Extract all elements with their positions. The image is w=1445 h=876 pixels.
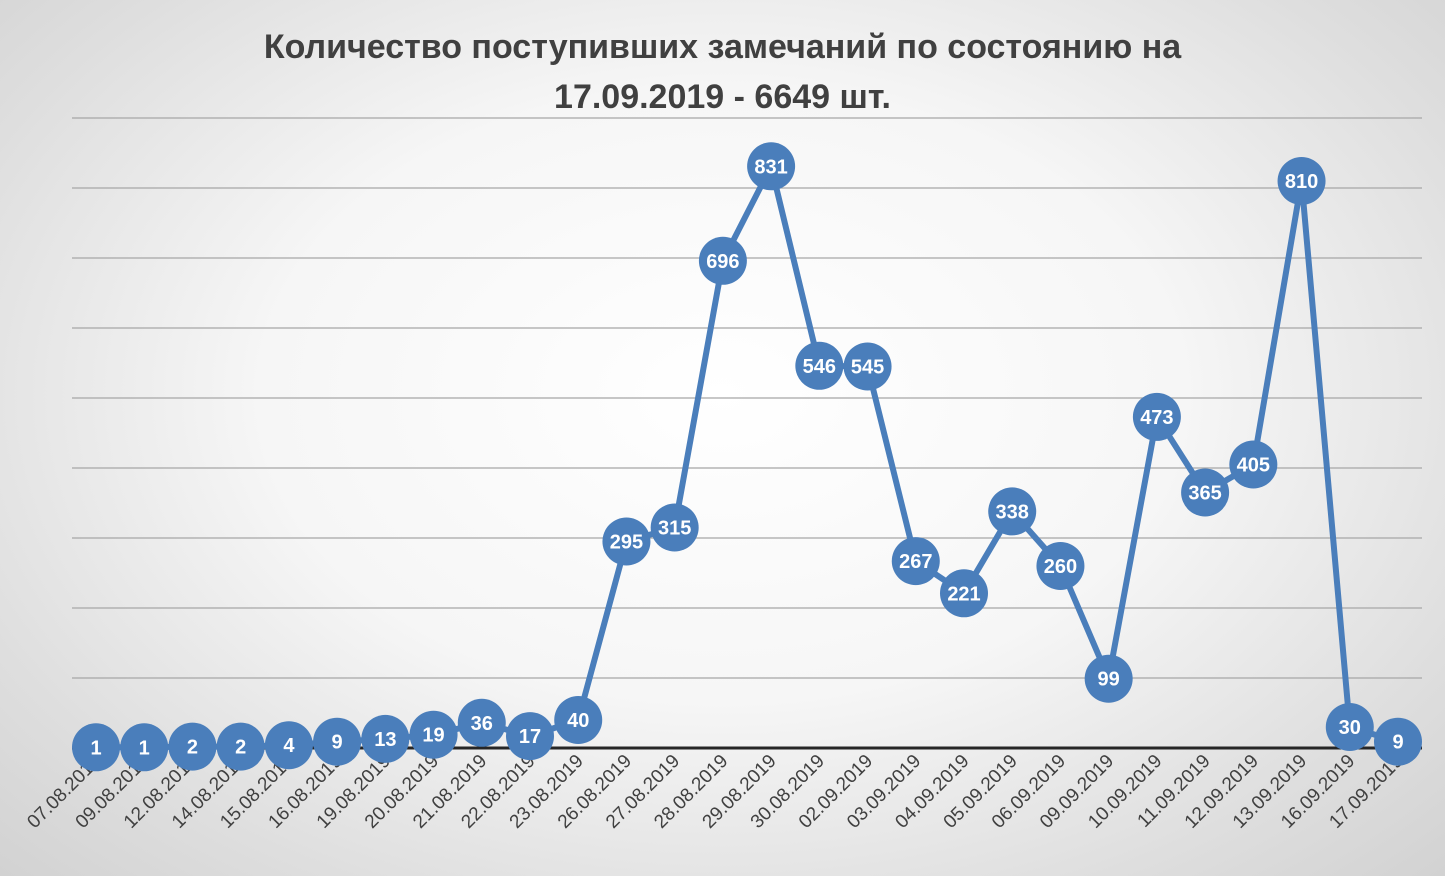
data-label: 295 <box>610 532 643 554</box>
series-line <box>93 163 1401 751</box>
data-point <box>1374 717 1422 766</box>
data-label: 36 <box>471 713 493 735</box>
data-point <box>891 537 940 586</box>
data-label: 2 <box>235 737 246 759</box>
data-point <box>1181 468 1230 517</box>
data-label: 260 <box>1044 556 1077 578</box>
data-label: 810 <box>1285 171 1318 193</box>
data-points: 1 1 2 2 4 9 13 19 36 17 40 295 315 696 831 546 545 267 221… <box>72 142 1422 772</box>
data-label: 267 <box>899 551 932 573</box>
data-point <box>1325 703 1374 751</box>
data-label: 831 <box>754 156 787 178</box>
data-point <box>1084 654 1133 703</box>
data-label: 315 <box>658 518 691 540</box>
data-point <box>1132 392 1181 441</box>
data-point <box>216 722 265 771</box>
data-label: 546 <box>803 356 836 378</box>
data-point <box>602 517 651 566</box>
data-label: 4 <box>283 735 295 757</box>
data-point <box>72 723 120 772</box>
data-label: 13 <box>374 729 396 751</box>
data-point <box>747 142 796 191</box>
data-point <box>409 710 458 759</box>
data-point <box>457 698 506 747</box>
chart-title: Количество поступивших замечаний по сост… <box>0 22 1445 122</box>
data-label: 338 <box>996 501 1029 523</box>
data-label: 221 <box>947 583 980 605</box>
data-point <box>940 569 988 618</box>
data-label: 405 <box>1237 455 1270 477</box>
data-label: 9 <box>332 732 343 754</box>
data-label: 696 <box>706 251 739 273</box>
data-point <box>168 722 217 771</box>
data-point <box>264 721 313 770</box>
chart-title-line-2: 17.09.2019 - 6649 шт. <box>554 78 891 116</box>
data-point <box>843 342 892 391</box>
data-label: 1 <box>139 737 150 759</box>
chart-title-line-1: Количество поступивших замечаний по сост… <box>263 28 1182 66</box>
data-label: 17 <box>519 726 541 748</box>
data-point <box>120 723 169 772</box>
data-label: 40 <box>567 710 589 732</box>
data-label: 545 <box>851 357 884 379</box>
data-point <box>795 341 844 390</box>
data-point <box>698 236 747 285</box>
data-label: 473 <box>1140 407 1173 429</box>
data-point <box>1229 440 1278 489</box>
data-point <box>650 503 699 552</box>
data-point <box>1036 542 1085 590</box>
gridlines <box>72 117 1422 679</box>
data-label: 19 <box>422 725 444 747</box>
data-point <box>1277 157 1326 205</box>
data-label: 99 <box>1098 669 1120 691</box>
data-point <box>313 717 362 766</box>
data-label: 1 <box>90 737 101 759</box>
data-label: 2 <box>187 737 198 759</box>
data-point <box>506 712 554 761</box>
data-label: 365 <box>1188 483 1221 505</box>
data-point <box>361 714 410 763</box>
data-point <box>554 696 603 744</box>
data-label: 30 <box>1339 717 1361 739</box>
data-point <box>988 487 1037 536</box>
data-label: 9 <box>1392 732 1403 754</box>
